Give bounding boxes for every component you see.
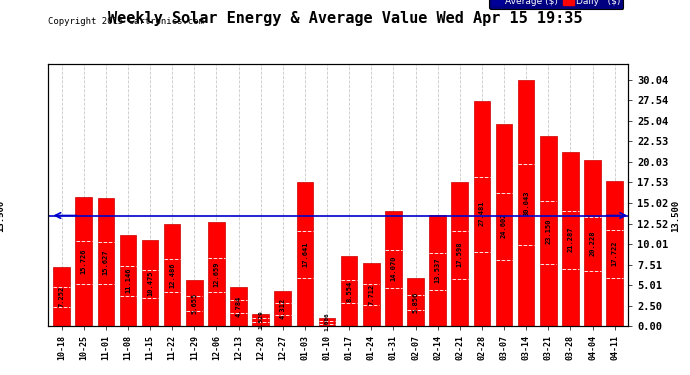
Bar xyxy=(297,182,313,326)
Text: 11.146: 11.146 xyxy=(125,268,131,293)
Text: 30.043: 30.043 xyxy=(523,190,529,216)
Bar xyxy=(385,211,402,326)
Text: 20.228: 20.228 xyxy=(589,231,595,256)
Text: 13.500: 13.500 xyxy=(0,200,5,232)
Text: 27.481: 27.481 xyxy=(479,201,485,226)
Bar xyxy=(186,280,203,326)
Text: 12.659: 12.659 xyxy=(213,262,219,287)
Text: 8.554: 8.554 xyxy=(346,280,352,302)
Bar xyxy=(208,222,225,326)
Bar xyxy=(341,256,357,326)
Bar xyxy=(97,198,114,326)
Bar xyxy=(75,197,92,326)
Text: 24.602: 24.602 xyxy=(501,213,507,238)
Text: 23.150: 23.150 xyxy=(545,219,551,244)
Text: 21.287: 21.287 xyxy=(567,226,573,252)
Bar xyxy=(164,224,181,326)
Text: 1.529: 1.529 xyxy=(258,310,263,329)
Text: 13.537: 13.537 xyxy=(435,258,441,284)
Text: 5.856: 5.856 xyxy=(413,292,419,313)
Bar xyxy=(429,215,446,326)
Bar xyxy=(53,267,70,326)
Bar xyxy=(540,136,557,326)
Bar xyxy=(119,235,136,326)
Bar xyxy=(319,318,335,326)
Text: 15.726: 15.726 xyxy=(81,249,87,274)
Text: 1.006: 1.006 xyxy=(324,313,330,332)
Bar xyxy=(584,160,601,326)
Bar xyxy=(473,101,490,326)
Bar xyxy=(451,182,468,326)
Text: 10.475: 10.475 xyxy=(147,270,153,296)
Text: 17.598: 17.598 xyxy=(457,242,463,267)
Text: 17.641: 17.641 xyxy=(302,241,308,267)
Text: 7.712: 7.712 xyxy=(368,284,374,305)
Bar xyxy=(253,314,269,326)
Text: Copyright 2015 Cartronics.com: Copyright 2015 Cartronics.com xyxy=(48,17,204,26)
Bar xyxy=(141,240,159,326)
Text: 14.070: 14.070 xyxy=(391,256,397,281)
Bar xyxy=(363,263,380,326)
Bar xyxy=(607,181,623,326)
Bar xyxy=(230,287,247,326)
Text: 17.722: 17.722 xyxy=(611,241,618,266)
Bar xyxy=(562,152,579,326)
Text: 5.655: 5.655 xyxy=(191,292,197,314)
Text: 7.252: 7.252 xyxy=(59,286,65,307)
Text: 13.500: 13.500 xyxy=(671,200,680,232)
Text: Weekly Solar Energy & Average Value Wed Apr 15 19:35: Weekly Solar Energy & Average Value Wed … xyxy=(108,11,582,26)
Bar xyxy=(407,278,424,326)
Text: 4.312: 4.312 xyxy=(279,298,286,319)
Text: 15.627: 15.627 xyxy=(103,249,109,275)
Text: 12.486: 12.486 xyxy=(169,262,175,288)
Bar xyxy=(495,124,512,326)
Bar xyxy=(275,291,291,326)
Bar xyxy=(518,80,535,326)
Legend: Average ($), Daily   ($): Average ($), Daily ($) xyxy=(489,0,623,9)
Text: 4.784: 4.784 xyxy=(235,296,242,317)
